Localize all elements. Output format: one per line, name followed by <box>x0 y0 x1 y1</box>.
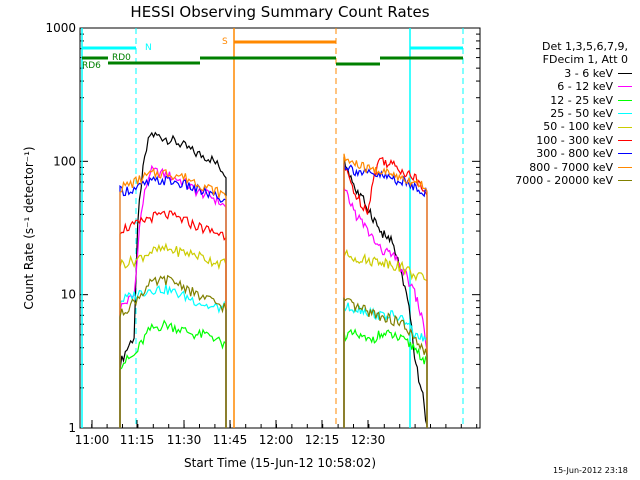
series-line <box>343 162 428 428</box>
y-tick-labels: 1 10 100 1000 <box>45 21 76 435</box>
legend-entry-label: 12 - 25 keV <box>550 93 613 107</box>
x-tick-label: 11:00 <box>75 433 110 447</box>
legend-entry-label: 7000 - 20000 keV <box>515 174 613 188</box>
legend-entry-label: 6 - 12 keV <box>557 80 613 94</box>
y-tick-label: 1000 <box>45 21 76 35</box>
legend-entry: 3 - 6 keV <box>492 67 632 80</box>
legend-entry-label: 100 - 300 keV <box>536 133 613 147</box>
chart-title: HESSI Observing Summary Count Rates <box>130 3 429 21</box>
y-axis-label: Count Rate (s⁻¹ detector⁻¹) <box>22 146 36 309</box>
x-tick-label: 11:15 <box>120 433 155 447</box>
legend-swatch <box>618 180 632 182</box>
legend-entry: 50 - 100 keV <box>492 120 632 133</box>
x-tick-label: 12:15 <box>305 433 340 447</box>
legend-swatch <box>618 99 632 101</box>
legend-swatch <box>618 73 632 75</box>
legend: Det 1,3,5,6,7,9, FDecim 1, Att 0 3 - 6 k… <box>492 40 632 187</box>
series-line <box>343 248 428 428</box>
legend-entry: 25 - 50 keV <box>492 107 632 120</box>
x-axis-label: Start Time (15-Jun-12 10:58:02) <box>184 456 376 470</box>
legend-entry-label: 800 - 7000 keV <box>529 160 613 174</box>
legend-entry: 100 - 300 keV <box>492 134 632 147</box>
series-line <box>119 242 227 428</box>
legend-swatch <box>618 166 632 168</box>
legend-swatch <box>618 140 632 142</box>
series-line <box>119 175 227 428</box>
series-line <box>343 156 428 428</box>
series-line <box>343 157 428 428</box>
legend-swatch <box>618 86 632 88</box>
legend-entry: 300 - 800 keV <box>492 147 632 160</box>
series-line <box>343 328 428 428</box>
series-line <box>119 274 227 428</box>
series-line <box>119 210 227 428</box>
x-tick-label: 11:45 <box>213 433 248 447</box>
timestamp: 15-Jun-2012 23:18 <box>553 466 628 475</box>
x-tick-label: 12:00 <box>259 433 294 447</box>
legend-entry: 800 - 7000 keV <box>492 161 632 174</box>
x-tick-labels: 11:00 11:15 11:30 11:45 12:00 12:15 12:30 <box>75 433 386 447</box>
legend-entry-label: 300 - 800 keV <box>536 147 613 161</box>
x-tick-label: 11:30 <box>167 433 202 447</box>
series-lines <box>119 131 428 428</box>
flag-label: N <box>145 43 152 53</box>
plot-frame <box>79 27 481 429</box>
y-tick-label: 1 <box>68 421 76 435</box>
flag-label: RD0 <box>112 53 131 63</box>
x-tick-label: 12:30 <box>351 433 386 447</box>
series-line <box>119 319 227 428</box>
legend-header-line-1: Det 1,3,5,6,7,9, <box>541 40 628 53</box>
legend-entry-label: 50 - 100 keV <box>543 120 613 134</box>
series-line <box>343 302 428 428</box>
legend-entry: 6 - 12 keV <box>492 80 632 93</box>
flag-label: S <box>222 37 228 47</box>
series-line <box>119 284 227 428</box>
legend-entry-label: 25 - 50 keV <box>550 107 613 121</box>
series-line <box>119 167 227 428</box>
flag-lines: N RD0 RD6 S <box>81 28 464 428</box>
legend-swatch <box>618 113 632 115</box>
series-line <box>343 153 428 428</box>
y-tick-label: 10 <box>61 288 76 302</box>
legend-swatch <box>618 153 632 155</box>
legend-entry-label: 3 - 6 keV <box>564 66 613 80</box>
series-line <box>343 186 428 428</box>
y-tick-label: 100 <box>53 154 76 168</box>
flag-label: RD6 <box>82 61 101 71</box>
legend-header-line-2: FDecim 1, Att 0 <box>542 53 628 67</box>
series-line <box>343 297 428 428</box>
legend-entry: 12 - 25 keV <box>492 94 632 107</box>
axis-ticks <box>80 27 480 429</box>
legend-entry: 7000 - 20000 keV <box>492 174 632 187</box>
legend-swatch <box>618 126 632 128</box>
